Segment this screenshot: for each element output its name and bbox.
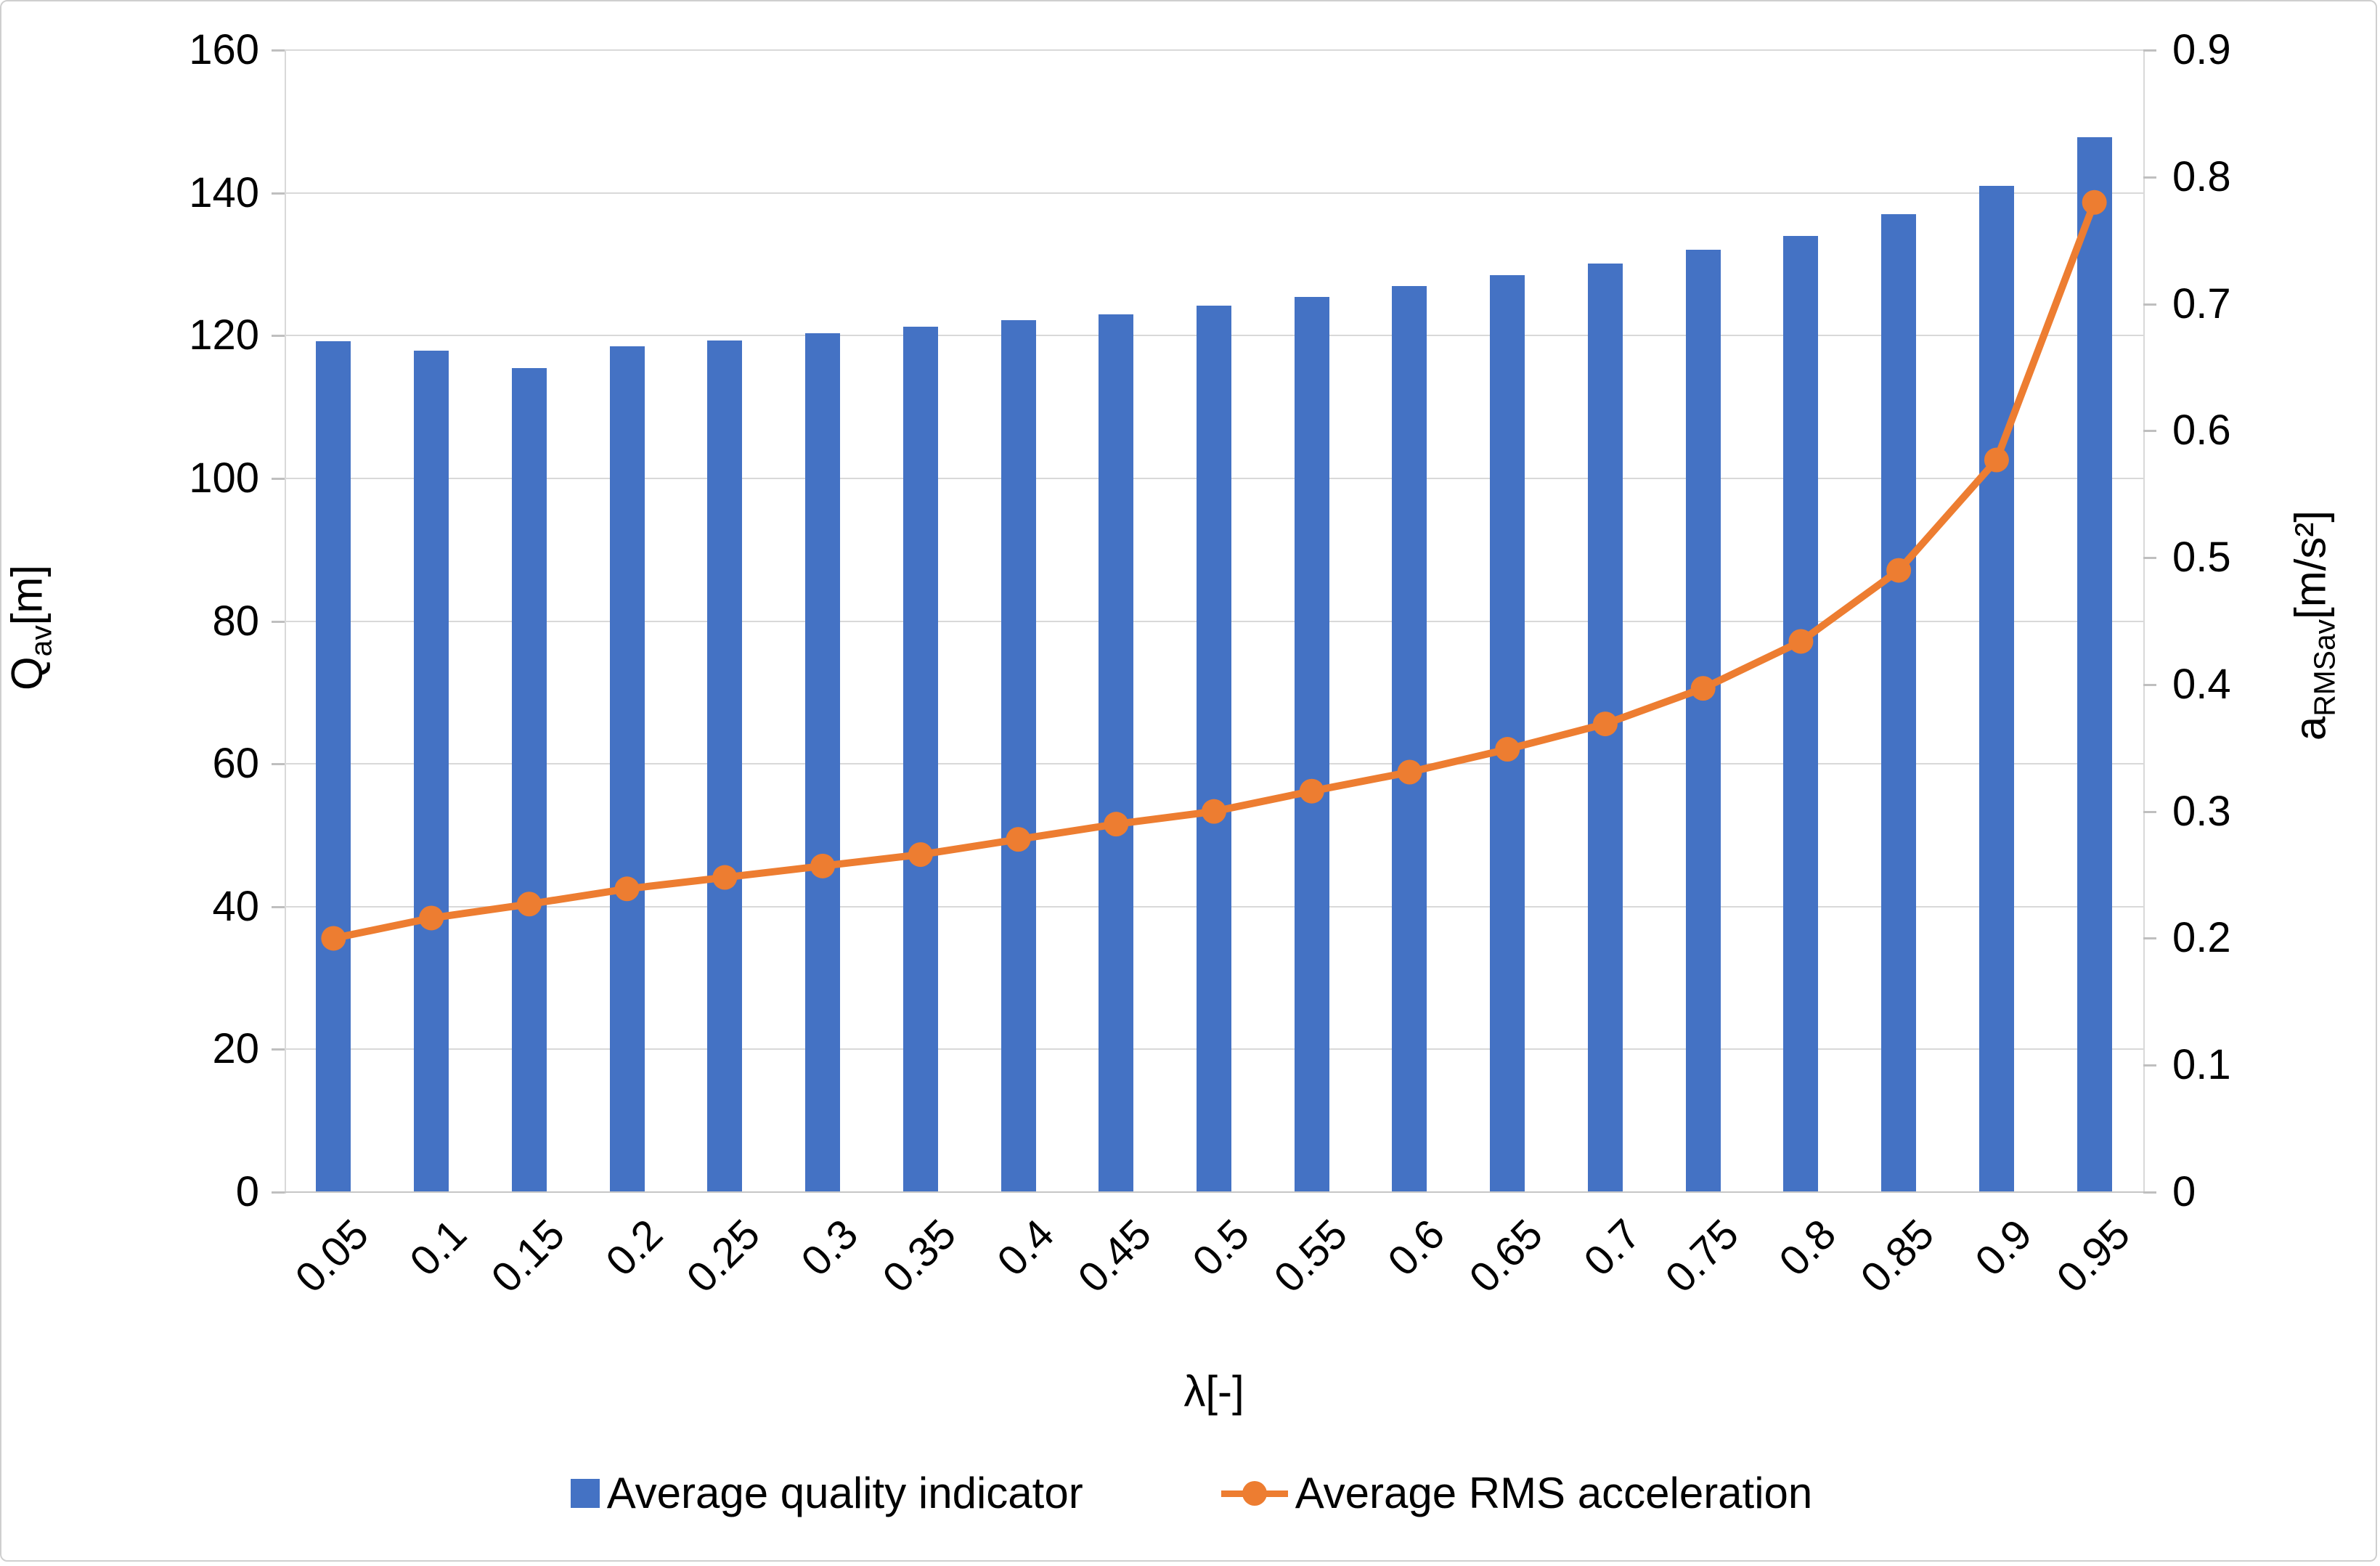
- left-axis-title: Qav[m]: [2, 446, 63, 809]
- right-axis-tick-label: 0.5: [2172, 534, 2231, 582]
- right-axis-title-main: a: [2286, 716, 2335, 741]
- line-series-marker-icon: [1220, 1479, 1288, 1508]
- line-point: [810, 853, 836, 878]
- gridline: [285, 192, 2143, 194]
- right-axis-tick: [2143, 1064, 2156, 1067]
- right-axis-tick: [2143, 1191, 2156, 1194]
- right-axis-tick-label: 0.6: [2172, 407, 2231, 454]
- right-axis-tick-label: 0.9: [2172, 26, 2231, 73]
- bar: [1099, 314, 1134, 1192]
- right-axis-tick-label: 0.4: [2172, 660, 2231, 708]
- left-axis-tick: [272, 1048, 285, 1051]
- bar: [805, 333, 841, 1192]
- right-axis-tick: [2143, 49, 2156, 52]
- right-axis-tick-label: 0: [2172, 1168, 2196, 1215]
- right-axis-tick-label: 0.1: [2172, 1041, 2231, 1089]
- bar: [1490, 274, 1525, 1192]
- left-axis-tick-label: 40: [212, 882, 259, 930]
- bar: [1685, 250, 1721, 1192]
- bar: [2077, 136, 2112, 1192]
- bar: [707, 340, 743, 1192]
- gridline: [285, 49, 2143, 51]
- line-path: [333, 200, 2098, 942]
- right-axis-title-unit: [m/s²]: [2286, 510, 2335, 619]
- right-axis-tick-label: 0.8: [2172, 152, 2231, 200]
- bar: [609, 346, 645, 1192]
- left-axis-tick: [272, 477, 285, 480]
- left-axis-tick-label: 20: [212, 1025, 259, 1073]
- bar: [1294, 297, 1329, 1192]
- line-point: [1788, 629, 1814, 654]
- right-axis-title: aRMSav[m/s²]: [2286, 408, 2347, 844]
- legend-label: Average RMS acceleration: [1295, 1469, 1813, 1517]
- line-point: [419, 905, 444, 931]
- left-axis-tick-label: 80: [212, 597, 259, 645]
- right-axis-tick: [2143, 303, 2156, 306]
- bar: [1392, 286, 1427, 1192]
- bar: [902, 327, 938, 1192]
- left-axis-tick: [272, 192, 285, 195]
- left-axis-tick: [272, 763, 285, 766]
- line-point: [1886, 558, 1912, 583]
- right-axis-tick-label: 0.2: [2172, 914, 2231, 962]
- left-axis-tick: [272, 49, 285, 52]
- left-axis-title-sub: av: [24, 625, 58, 657]
- left-axis-line: [285, 50, 286, 1194]
- line-point: [1984, 447, 2009, 473]
- right-axis-tick-label: 0.3: [2172, 787, 2231, 835]
- x-axis-title: λ[-]: [1183, 1367, 1244, 1416]
- right-axis-tick: [2143, 557, 2156, 560]
- line-point: [1202, 799, 1226, 824]
- line-point: [321, 926, 346, 951]
- left-axis-tick-label: 120: [189, 311, 259, 359]
- legend-item-bar-series: Average quality indicator: [570, 1469, 1083, 1517]
- right-axis-tick: [2143, 937, 2156, 940]
- left-axis-tick-label: 60: [212, 740, 259, 788]
- line-point: [1495, 737, 1520, 762]
- left-axis-tick-label: 140: [189, 168, 259, 216]
- bar: [316, 341, 351, 1192]
- bar: [1978, 185, 2014, 1192]
- line-point: [908, 842, 933, 868]
- right-axis-line: [2143, 50, 2145, 1194]
- left-axis-tick-label: 0: [235, 1168, 259, 1215]
- right-axis-tick: [2143, 683, 2156, 686]
- line-point: [1006, 827, 1031, 852]
- left-axis-tick-label: 100: [189, 454, 259, 502]
- legend-item-line-series: Average RMS acceleration: [1220, 1469, 1813, 1517]
- line-point: [1397, 759, 1422, 785]
- line-point: [1299, 778, 1324, 804]
- bar-series-swatch-icon: [570, 1479, 600, 1508]
- line-point: [516, 892, 542, 917]
- right-axis-tick: [2143, 176, 2156, 179]
- legend: Average quality indicator Average RMS ac…: [1, 1469, 2380, 1517]
- x-axis-baseline: [285, 1191, 2143, 1193]
- left-axis-tick: [272, 620, 285, 623]
- right-axis-title-sub: RMSav: [2307, 619, 2342, 717]
- left-axis-tick: [272, 335, 285, 338]
- legend-label: Average quality indicator: [606, 1469, 1083, 1517]
- line-point: [1592, 711, 1618, 737]
- right-axis-tick: [2143, 810, 2156, 813]
- line-point: [1690, 676, 1716, 701]
- line-point: [2082, 189, 2107, 215]
- left-axis-tick-label: 160: [189, 26, 259, 73]
- right-axis-tick: [2143, 430, 2156, 433]
- left-axis-title-unit: [m]: [2, 564, 52, 626]
- line-point: [1104, 812, 1129, 837]
- bar: [1197, 305, 1231, 1192]
- left-axis-tick: [272, 1191, 285, 1194]
- bar: [1001, 319, 1036, 1192]
- left-axis-tick: [272, 905, 285, 908]
- bar: [511, 368, 547, 1192]
- bar: [1881, 214, 1917, 1192]
- line-point: [614, 876, 640, 902]
- left-axis-title-main: Q: [2, 656, 52, 691]
- bar: [1783, 235, 1819, 1192]
- right-axis-tick-label: 0.7: [2172, 280, 2231, 327]
- bar: [414, 350, 449, 1192]
- line-point: [712, 865, 738, 890]
